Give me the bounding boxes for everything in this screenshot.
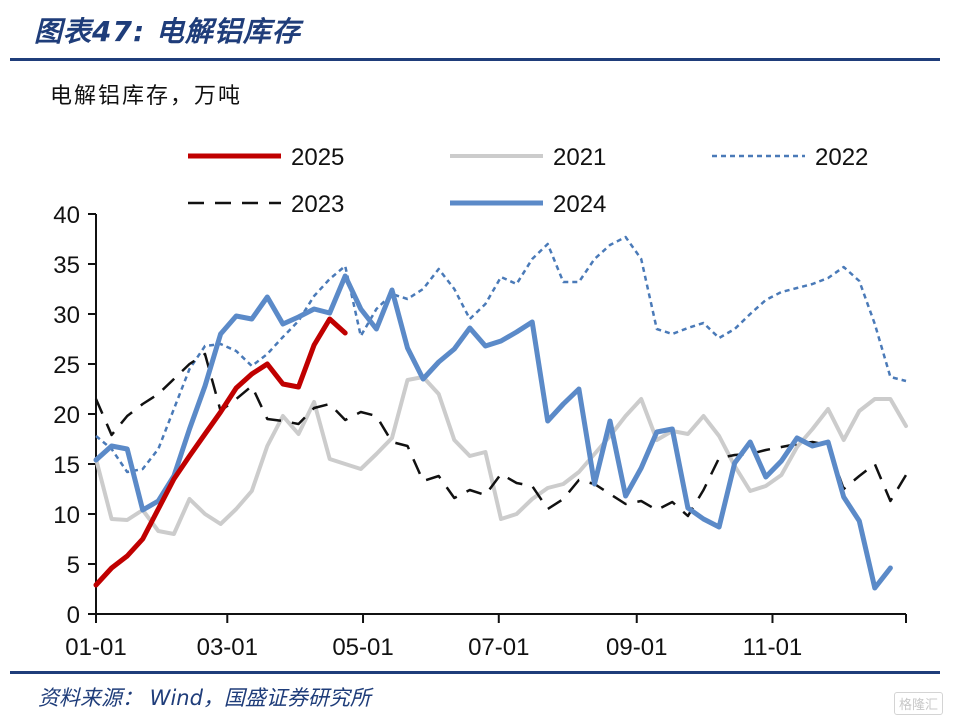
y-tick-label: 25: [53, 352, 80, 379]
y-tick-label: 0: [67, 602, 80, 629]
legend-label-2024: 2024: [553, 191, 606, 218]
y-tick-label: 10: [53, 502, 80, 529]
series-line-2024: [93, 273, 893, 591]
legend-label-2021: 2021: [553, 144, 606, 171]
y-tick-label: 15: [53, 452, 80, 479]
x-tick-label: 07-01: [468, 634, 529, 661]
legend-label-2025: 2025: [291, 144, 344, 171]
series-line-2023: [94, 352, 908, 518]
header-rule: [10, 58, 940, 61]
figure-title: 图表47: 电解铝库存: [34, 15, 301, 48]
x-tick-label: 11-01: [743, 634, 803, 661]
x-tick-label: 01-01: [65, 634, 126, 661]
y-tick-label: 20: [53, 402, 80, 429]
legend-label-2023: 2023: [291, 191, 344, 218]
watermark-logo: 格隆汇: [893, 692, 943, 715]
legend-label-2022: 2022: [815, 144, 868, 171]
footer-rule: [10, 671, 940, 674]
source-note: 资料来源： Wind，国盛证券研究所: [38, 686, 371, 710]
series-line-2025: [93, 316, 348, 588]
x-tick-label: 03-01: [197, 634, 258, 661]
y-tick-label: 40: [53, 202, 80, 229]
y-tick-label: 5: [67, 552, 80, 579]
x-tick-label: 05-01: [332, 634, 393, 661]
series-line-2022: [95, 235, 907, 474]
y-tick-label: 30: [53, 302, 80, 329]
x-tick-label: 09-01: [606, 634, 667, 661]
y-tick-label: 35: [53, 252, 80, 279]
series-line-2021: [94, 375, 908, 536]
unit-label: 电解铝库存，万吨: [50, 84, 243, 109]
